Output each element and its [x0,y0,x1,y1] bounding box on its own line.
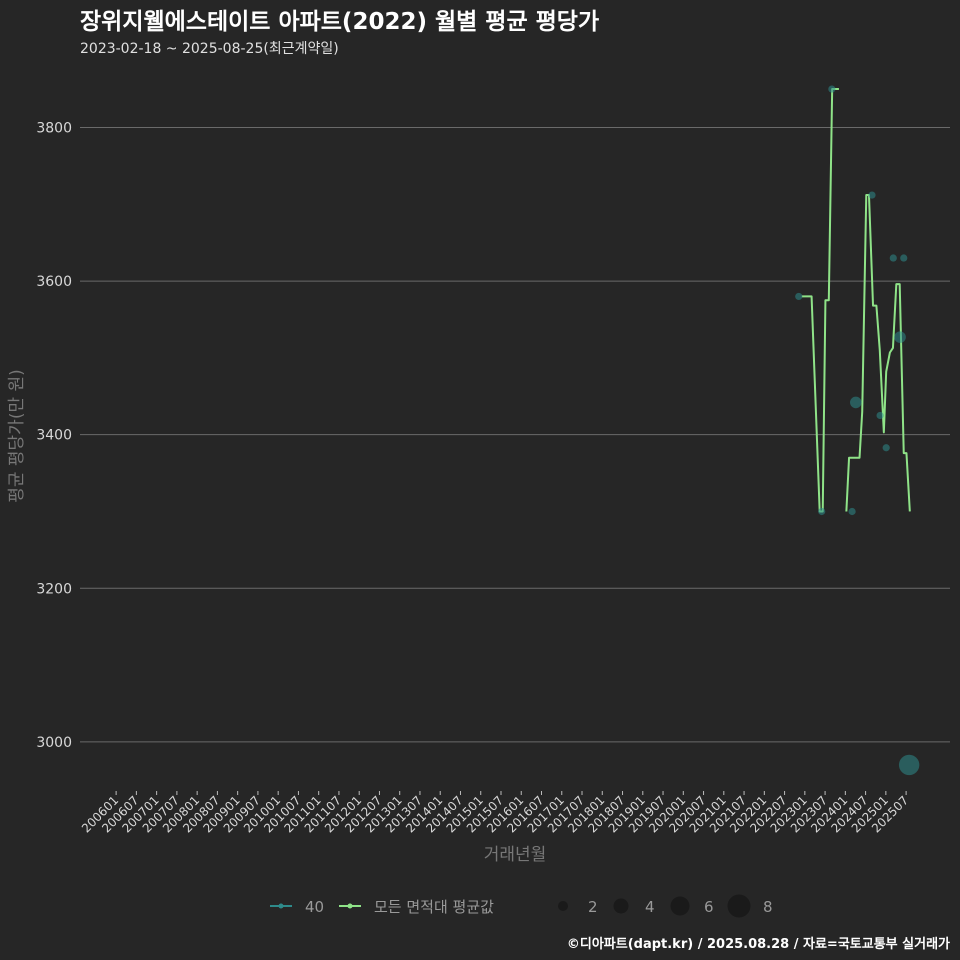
chart-subtitle: 2023-02-18 ~ 2025-08-25(최근계약일) [80,41,339,57]
legend-item-40[interactable]: 40 [270,898,324,916]
data-point [898,754,920,776]
footer-credit: ©디아파트(dapt.kr) / 2025.08.28 / 자료=국토교통부 실… [567,936,950,952]
data-point [868,191,876,199]
y-tick-label: 3800 [36,120,72,136]
legend-size-label: 8 [763,898,773,916]
data-point [828,85,836,93]
data-point [882,444,890,452]
y-axis-label: 평균 평당가(만 원) [7,369,27,503]
legend: 40 모든 면적대 평균값 2 4 6 8 [270,894,773,918]
legend-item-average[interactable]: 모든 면적대 평균값 [339,898,494,916]
legend-size-8: 8 [727,894,773,918]
series-line [845,194,911,512]
data-point [848,507,856,516]
data-point [850,396,862,409]
series-lines [801,88,911,513]
legend-marker [278,903,284,909]
y-axis: 3000 3200 3400 3600 3800 [36,120,72,750]
series-line [801,88,839,513]
data-point [795,292,803,301]
legend-size-label: 2 [588,898,598,916]
y-tick-label: 3400 [36,428,72,444]
legend-size-label: 6 [704,898,714,916]
data-point [900,254,908,262]
x-axis-label: 거래년월 [484,845,547,865]
series-points [795,85,920,776]
data-point [818,507,826,516]
legend-label: 40 [305,898,324,916]
legend-size-label: 4 [645,898,655,916]
chart-title: 장위지웰에스테이트 아파트(2022) 월별 평균 평당가 [80,9,599,35]
y-tick-label: 3200 [36,581,72,597]
data-point [894,331,906,343]
legend-size-6: 6 [670,896,714,916]
y-tick-label: 3600 [36,274,72,290]
legend-size-4: 4 [613,898,655,916]
data-point [876,411,884,420]
x-axis: 2006012006072007012007072008012008072009… [79,791,911,836]
legend-label: 모든 면적대 평균값 [374,898,494,916]
grid [80,126,950,743]
legend-size-2: 2 [558,898,598,916]
legend-marker [347,903,353,909]
y-tick-label: 3000 [36,735,72,751]
data-point [889,254,897,262]
